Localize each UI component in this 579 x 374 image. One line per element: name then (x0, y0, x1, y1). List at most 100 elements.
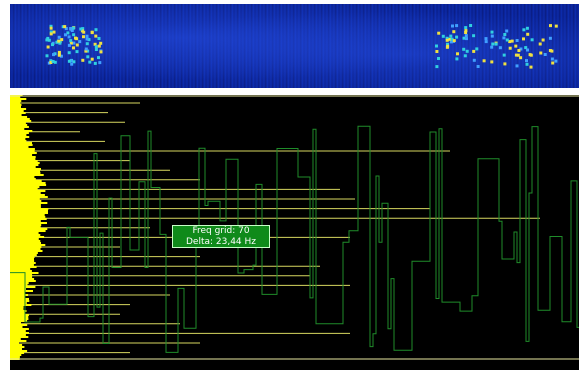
waterfall-signal-dot (466, 50, 469, 53)
waterfall-signal-dot (85, 48, 88, 51)
waterfall-signal-dot (456, 52, 459, 55)
waterfall-signal-marks (10, 4, 579, 88)
waterfall-signal-dot (97, 56, 100, 59)
waterfall-signal-dot (477, 65, 480, 68)
waterfall-signal-dot (555, 25, 558, 28)
waterfall-signal-dot (95, 45, 98, 48)
waterfall-signal-dot (551, 62, 554, 65)
waterfall-signal-dot (99, 42, 102, 45)
waterfall-signal-dot (522, 37, 525, 40)
spectrum-plot (10, 95, 579, 370)
waterfall-signal-dot (88, 61, 91, 64)
waterfall-signal-dot (98, 45, 101, 48)
waterfall-signal-dot (72, 27, 75, 30)
waterfall-signal-dot (69, 27, 72, 30)
waterfall-signal-dot (50, 32, 53, 35)
waterfall-signal-dot (446, 45, 449, 48)
waterfall-signal-dot (453, 39, 456, 42)
waterfall-signal-dot (526, 33, 529, 36)
waterfall-signal-dot (503, 33, 506, 36)
waterfall-signal-dot (76, 50, 79, 53)
waterfall-signal-dot (539, 43, 542, 46)
waterfall-signal-dot (491, 35, 494, 38)
waterfall-signal-dot (81, 59, 84, 62)
tooltip-freq-grid: Freq grid: 70 (173, 226, 269, 237)
waterfall-signal-dot (529, 53, 532, 56)
frequency-marker-lines (10, 103, 540, 353)
waterfall-signal-dot (57, 40, 60, 43)
waterfall-signal-dot (465, 37, 468, 40)
waterfall-signal-dot (78, 40, 81, 43)
waterfall-signal-dot (70, 63, 73, 66)
waterfall-signal-dot (86, 35, 89, 38)
waterfall-signal-dot (451, 25, 454, 28)
waterfall-signal-dot (68, 51, 71, 54)
display-separator (10, 88, 579, 95)
waterfall-signal-dot (437, 57, 440, 60)
waterfall-signal-dot (68, 44, 71, 47)
waterfall-signal-dot (516, 64, 519, 67)
waterfall-signal-dot (522, 28, 525, 31)
waterfall-signal-dot (455, 57, 458, 60)
waterfall-signal-dot (469, 24, 472, 27)
waterfall-signal-dot (74, 37, 77, 40)
waterfall-signal-dot (464, 26, 467, 29)
waterfall-signal-dot (94, 62, 97, 65)
waterfall-signal-dot (514, 45, 517, 48)
waterfall-signal-dot (72, 46, 75, 49)
waterfall-signal-dot (91, 58, 94, 61)
waterfall-signal-dot (472, 34, 475, 37)
waterfall-signal-dot (52, 53, 55, 56)
waterfall-signal-dot (91, 31, 94, 34)
waterfall-signal-dot (69, 39, 72, 42)
waterfall-signal-dot (549, 37, 552, 40)
waterfall-signal-dot (551, 58, 554, 61)
waterfall-signal-dot (455, 24, 458, 27)
waterfall-signal-dot (435, 50, 438, 53)
waterfall-signal-dot (525, 59, 528, 62)
waterfall-signal-dot (46, 54, 49, 57)
waterfall-signal-dot (516, 39, 519, 42)
waterfall-signal-dot (48, 39, 51, 42)
waterfall-signal-dot (473, 59, 476, 62)
average-spectrum-fill (10, 95, 48, 359)
waterfall-signal-dot (531, 38, 534, 41)
waterfall-signal-dot (72, 33, 75, 36)
waterfall-signal-dot (499, 46, 502, 49)
waterfall-signal-dot (86, 42, 89, 45)
waterfall-signal-dot (54, 61, 57, 64)
waterfall-signal-dot (435, 65, 438, 68)
waterfall-signal-dot (100, 50, 103, 53)
waterfall-signal-dot (47, 46, 50, 49)
waterfall-signal-dot (58, 51, 61, 54)
waterfall-signal-dot (526, 49, 529, 52)
waterfall-signal-dot (95, 48, 98, 51)
waterfall-signal-dot (549, 49, 552, 52)
waterfall-signal-dot (483, 59, 486, 62)
waterfall-signal-dot (442, 35, 445, 38)
waterfall-signal-dot (544, 53, 547, 56)
waterfall-signal-dot (503, 54, 506, 57)
waterfall-signal-dot (68, 60, 71, 63)
waterfall-signal-dot (511, 40, 514, 43)
waterfall-signal-dot (53, 31, 56, 34)
waterfall-signal-dot (517, 49, 520, 52)
waterfall-signal-dot (64, 33, 67, 36)
waterfall-signal-dot (452, 30, 455, 33)
waterfall-signal-dot (519, 56, 522, 59)
waterfall-display[interactable] (10, 4, 579, 88)
waterfall-signal-dot (98, 37, 101, 40)
waterfall-signal-dot (506, 39, 509, 42)
waterfall-signal-dot (51, 43, 54, 46)
waterfall-signal-dot (491, 31, 494, 34)
waterfall-signal-dot (526, 63, 529, 66)
waterfall-signal-dot (98, 61, 101, 64)
waterfall-signal-dot (503, 62, 506, 65)
waterfall-signal-dot (509, 47, 512, 50)
waterfall-signal-dot (82, 35, 85, 38)
waterfall-signal-dot (60, 38, 63, 41)
spectrum-display[interactable]: Freq grid: 70 Delta: 23,44 Hz (10, 95, 579, 370)
tooltip-delta: Delta: 23,44 Hz (173, 237, 269, 248)
waterfall-signal-dot (526, 27, 529, 30)
waterfall-signal-dot (95, 28, 98, 31)
